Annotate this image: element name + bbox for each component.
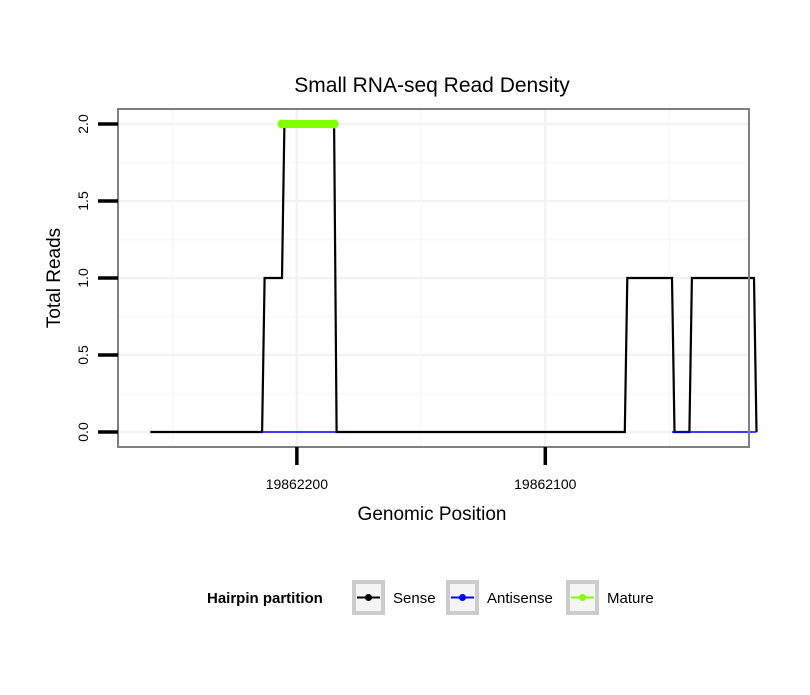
y-axis: 0.0 0.5 1.0 1.5 2.0 (75, 114, 118, 442)
series-mature (277, 119, 339, 129)
legend-item-label: Mature (607, 590, 654, 607)
series-line-sense (150, 122, 758, 434)
x-axis-label: Genomic Position (358, 504, 507, 525)
mature-point (277, 119, 287, 129)
y-tick-label: 1.5 (75, 191, 91, 211)
legend-key-point (579, 594, 586, 601)
y-axis-label: Total Reads (44, 228, 65, 328)
series-sense (150, 122, 758, 434)
legend-item-label: Sense (393, 590, 436, 607)
legend-items: Sense Antisense Mature (352, 580, 654, 615)
y-tick-label: 0.5 (75, 345, 91, 365)
legend-key-point (459, 594, 466, 601)
y-tick-label: 2.0 (75, 114, 91, 134)
y-tick-label: 1.0 (75, 268, 91, 288)
legend-title: Hairpin partition (207, 590, 323, 607)
x-axis: 19862200 19862100 (266, 447, 577, 492)
x-tick-label: 19862100 (514, 476, 577, 492)
legend: Hairpin partition Sense Antisense Mature (207, 580, 654, 615)
chart-title: Small RNA-seq Read Density (294, 74, 570, 97)
mature-point (329, 119, 339, 129)
series-layer (150, 119, 758, 434)
x-tick-label: 19862200 (266, 476, 329, 492)
legend-item-mature: Mature (566, 580, 654, 615)
legend-item-antisense: Antisense (446, 580, 553, 615)
legend-key-point (365, 594, 372, 601)
legend-item-sense: Sense (352, 580, 436, 615)
y-tick-label: 0.0 (75, 422, 91, 442)
legend-item-label: Antisense (487, 590, 553, 607)
